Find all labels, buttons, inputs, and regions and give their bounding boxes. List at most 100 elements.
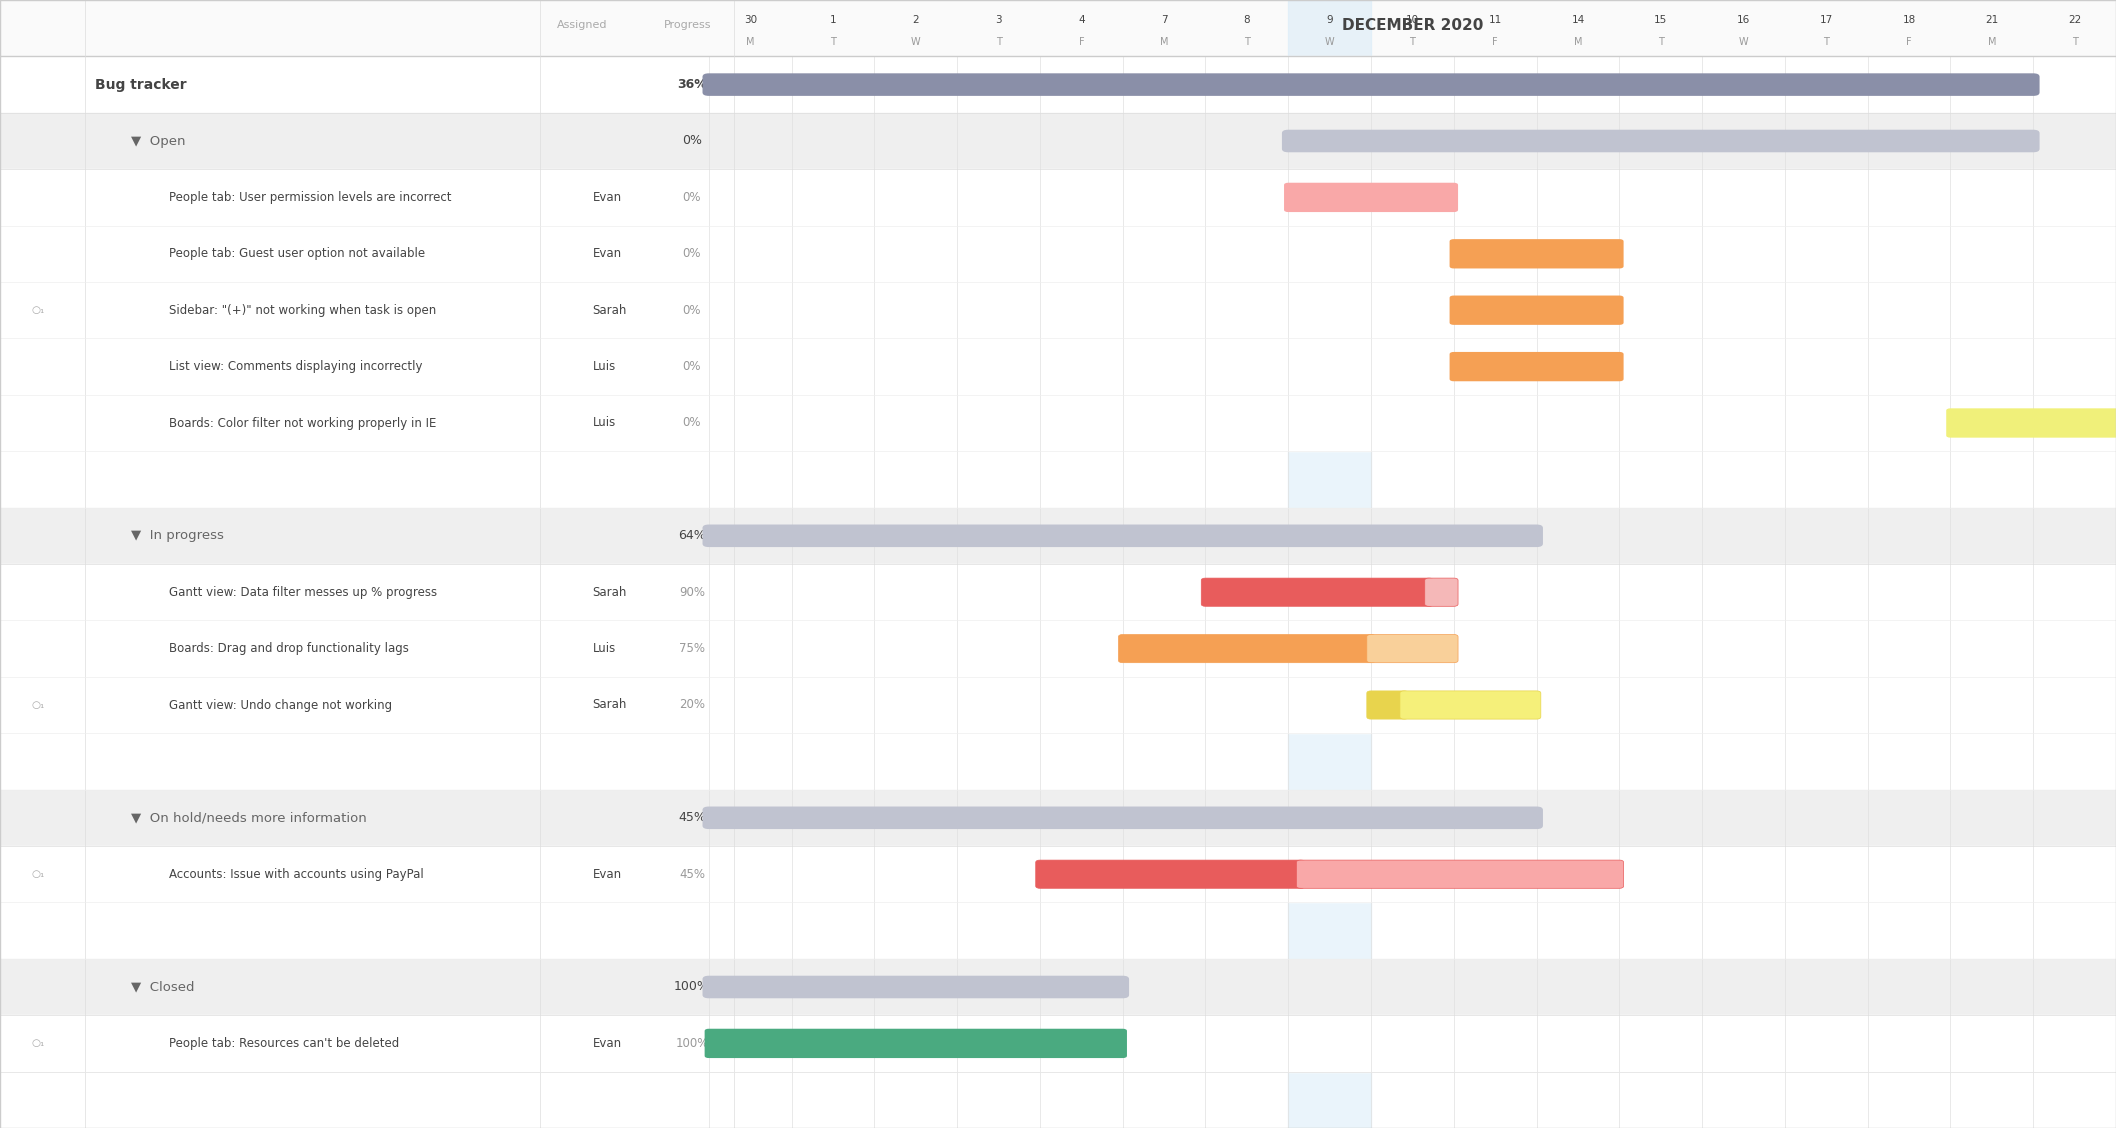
FancyBboxPatch shape (1449, 352, 1623, 381)
Bar (0, 169, 2116, 226)
Text: F: F (1907, 37, 1913, 47)
Text: Boards: Color filter not working properly in IE: Boards: Color filter not working properl… (169, 416, 436, 430)
FancyBboxPatch shape (1202, 578, 1433, 607)
Text: M: M (1574, 37, 1583, 47)
Text: Gantt view: Undo change not working: Gantt view: Undo change not working (169, 698, 391, 712)
Text: 9: 9 (1327, 15, 1333, 25)
Text: Bug tracker: Bug tracker (95, 78, 186, 91)
Text: 1: 1 (829, 15, 836, 25)
Text: ▼  Closed: ▼ Closed (131, 980, 195, 994)
Text: 17: 17 (1820, 15, 1832, 25)
Bar (0, 1015, 2116, 1072)
Text: T: T (997, 37, 1001, 47)
FancyBboxPatch shape (1367, 634, 1458, 663)
Text: ○₁: ○₁ (32, 700, 44, 710)
Text: 100%: 100% (675, 1037, 709, 1050)
Text: 18: 18 (1902, 15, 1915, 25)
Bar (0, 677, 2116, 733)
Text: 100%: 100% (675, 980, 709, 994)
Text: 36%: 36% (677, 78, 707, 91)
Text: ▼  On hold/needs more information: ▼ On hold/needs more information (131, 811, 366, 825)
Text: W: W (912, 37, 920, 47)
Text: Evan: Evan (592, 191, 622, 204)
Text: Evan: Evan (592, 1037, 622, 1050)
FancyBboxPatch shape (1282, 130, 2040, 152)
Text: 7: 7 (1162, 15, 1168, 25)
Text: Luis: Luis (592, 360, 616, 373)
Text: People tab: Resources can't be deleted: People tab: Resources can't be deleted (169, 1037, 400, 1050)
Text: M: M (1987, 37, 1995, 47)
Bar (0, 338, 2116, 395)
Bar (0, 620, 2116, 677)
FancyBboxPatch shape (1035, 861, 1306, 889)
Text: ▼  In progress: ▼ In progress (131, 529, 224, 543)
Text: Boards: Drag and drop functionality lags: Boards: Drag and drop functionality lags (169, 642, 408, 655)
Text: F: F (1492, 37, 1498, 47)
Text: ○₁: ○₁ (32, 1039, 44, 1048)
FancyBboxPatch shape (1449, 296, 1623, 325)
Text: Gantt view: Data filter messes up % progress: Gantt view: Data filter messes up % prog… (169, 585, 438, 599)
Text: 16: 16 (1737, 15, 1750, 25)
Text: Evan: Evan (592, 247, 622, 261)
FancyBboxPatch shape (703, 525, 1543, 547)
Bar (0, 56, 2116, 113)
Text: ▼  Open: ▼ Open (131, 134, 186, 148)
Text: 8: 8 (1244, 15, 1251, 25)
Text: 0%: 0% (681, 134, 703, 148)
Text: 75%: 75% (679, 642, 705, 655)
Text: Luis: Luis (592, 642, 616, 655)
Text: W: W (1739, 37, 1748, 47)
Text: Sarah: Sarah (592, 585, 626, 599)
Text: 10: 10 (1405, 15, 1420, 25)
FancyBboxPatch shape (703, 73, 2040, 96)
Text: ○₁: ○₁ (32, 870, 44, 879)
Bar (0, 113, 2116, 169)
Text: DECEMBER 2020: DECEMBER 2020 (1342, 18, 1483, 33)
Text: Accounts: Issue with accounts using PayPal: Accounts: Issue with accounts using PayP… (169, 867, 423, 881)
FancyBboxPatch shape (1119, 634, 1375, 663)
Text: ○₁: ○₁ (32, 306, 44, 315)
Text: 11: 11 (1488, 15, 1502, 25)
Text: People tab: User permission levels are incorrect: People tab: User permission levels are i… (169, 191, 453, 204)
FancyBboxPatch shape (1449, 239, 1623, 268)
Text: People tab: Guest user option not available: People tab: Guest user option not availa… (169, 247, 425, 261)
Text: T: T (1657, 37, 1663, 47)
Text: List view: Comments displaying incorrectly: List view: Comments displaying incorrect… (169, 360, 423, 373)
Bar (0, 395, 2116, 451)
Text: Evan: Evan (592, 867, 622, 881)
Text: 90%: 90% (679, 585, 705, 599)
Text: 22: 22 (2067, 15, 2082, 25)
FancyBboxPatch shape (1284, 183, 1458, 212)
Text: W: W (1325, 37, 1335, 47)
Text: 21: 21 (1985, 15, 1998, 25)
Bar (0, 564, 2116, 620)
Text: Sarah: Sarah (592, 303, 626, 317)
FancyBboxPatch shape (1947, 408, 2116, 438)
Text: 0%: 0% (683, 303, 700, 317)
Bar (0, 846, 2116, 902)
Bar (1289, 0, 1371, 1128)
Bar (0, 226, 2116, 282)
FancyBboxPatch shape (1297, 861, 1623, 889)
FancyBboxPatch shape (703, 976, 1130, 998)
Text: 30: 30 (743, 15, 758, 25)
FancyBboxPatch shape (705, 1029, 1128, 1058)
Text: 14: 14 (1572, 15, 1585, 25)
Text: 45%: 45% (679, 867, 705, 881)
Text: T: T (2072, 37, 2078, 47)
Text: Sarah: Sarah (592, 698, 626, 712)
Text: 3: 3 (995, 15, 1001, 25)
Bar (709, 0, 2116, 56)
Text: 0%: 0% (683, 416, 700, 430)
Text: 64%: 64% (677, 529, 707, 543)
Text: T: T (1244, 37, 1251, 47)
FancyBboxPatch shape (1367, 690, 1409, 720)
FancyBboxPatch shape (1424, 578, 1458, 607)
Text: M: M (747, 37, 755, 47)
Text: 2: 2 (912, 15, 918, 25)
Bar (0, 282, 2116, 338)
Text: T: T (829, 37, 836, 47)
Bar (0, 0, 709, 56)
Text: Luis: Luis (592, 416, 616, 430)
Bar (0, 508, 2116, 564)
